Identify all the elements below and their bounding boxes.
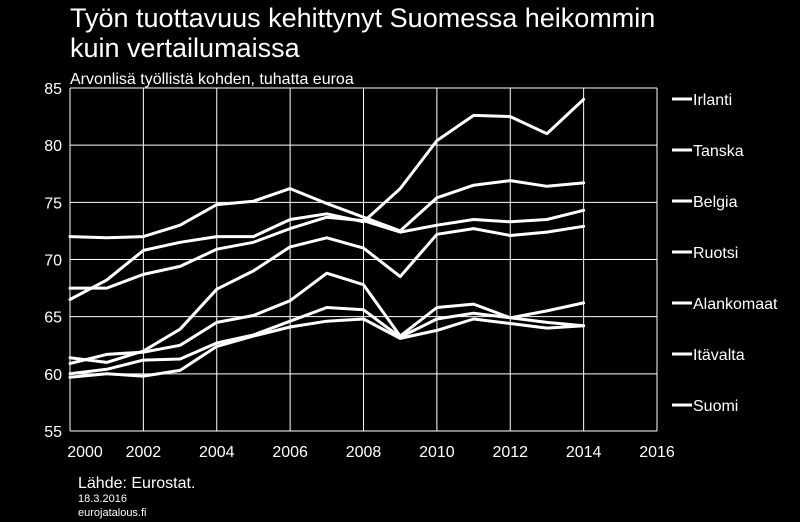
legend-label: Belgia: [693, 194, 738, 211]
x-tick-label: 2012: [492, 444, 528, 461]
x-tick-label: 2016: [639, 444, 675, 461]
chart-title: Työn tuottavuus kehittynyt Suomessa heik…: [70, 3, 655, 63]
y-tick-label: 55: [44, 424, 62, 441]
grid: [69, 87, 658, 432]
legend-label: Alankomaat: [693, 296, 778, 313]
y-tick-label: 85: [44, 81, 62, 98]
x-tick-label: 2000: [67, 444, 103, 461]
x-tick-label: 2006: [272, 444, 308, 461]
x-tick-label: 2014: [566, 444, 602, 461]
chart-title-line: Työn tuottavuus kehittynyt Suomessa heik…: [70, 3, 655, 33]
x-tick-label: 2010: [419, 444, 455, 461]
legend: Irlanti Tanska Belgia Ruotsi Alankomaat Itäva…: [672, 92, 778, 415]
site-text: eurojatalous.fi: [78, 507, 147, 519]
series-line-ruotsi: [68, 224, 586, 364]
y-tick-label: 75: [44, 195, 62, 212]
legend-label: Itävalta: [693, 347, 745, 364]
y-tick-label: 80: [44, 138, 62, 155]
series-lines: [68, 97, 586, 379]
legend-label: Irlanti: [693, 92, 732, 109]
source-text: Lähde: Eurostat.: [78, 475, 195, 492]
series-line-suomi: [68, 317, 586, 379]
x-tick-label: 2008: [346, 444, 382, 461]
series-line-irlanti: [68, 97, 586, 301]
series-line-itävalta: [68, 306, 586, 376]
series-line-tanska: [68, 179, 586, 240]
y-axis-ticks: 55 60 65 70 75 80 85: [44, 81, 62, 441]
date-text: 18.3.2016: [78, 493, 127, 505]
chart-title-line: kuin vertailumaissa: [70, 33, 301, 63]
y-tick-label: 70: [44, 253, 62, 270]
legend-label: Suomi: [693, 398, 738, 415]
legend-label: Ruotsi: [693, 245, 738, 262]
chart-subtitle: Arvonlisä työllistä kohden, tuhatta euro…: [70, 71, 354, 88]
x-tick-label: 2002: [126, 444, 162, 461]
y-tick-label: 65: [44, 310, 62, 327]
x-tick-label: 2004: [199, 444, 235, 461]
x-axis-ticks: 2000 2002 2004 2006 2008 2010 2012 2014 2016: [67, 444, 675, 461]
legend-label: Tanska: [693, 143, 744, 160]
y-tick-label: 60: [44, 367, 62, 384]
series-line-alankomaat: [68, 271, 586, 365]
series-line-belgia: [68, 208, 586, 290]
